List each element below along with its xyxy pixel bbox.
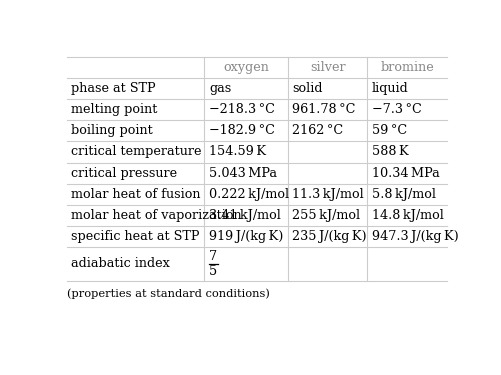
Text: 255 kJ/mol: 255 kJ/mol	[293, 209, 361, 222]
Text: 588 K: 588 K	[372, 146, 409, 159]
Text: boiling point: boiling point	[71, 124, 153, 137]
Text: molar heat of fusion: molar heat of fusion	[71, 188, 201, 201]
Text: 14.8 kJ/mol: 14.8 kJ/mol	[372, 209, 444, 222]
Text: (properties at standard conditions): (properties at standard conditions)	[67, 288, 270, 299]
Text: bromine: bromine	[380, 61, 434, 74]
Text: specific heat at STP: specific heat at STP	[71, 230, 200, 243]
Text: −182.9 °C: −182.9 °C	[209, 124, 275, 137]
Text: melting point: melting point	[71, 104, 157, 116]
Text: phase at STP: phase at STP	[71, 82, 156, 95]
Text: critical pressure: critical pressure	[71, 166, 177, 180]
Text: 59 °C: 59 °C	[372, 124, 407, 137]
Text: 5.043 MPa: 5.043 MPa	[209, 166, 277, 180]
Text: 2162 °C: 2162 °C	[293, 124, 344, 137]
Text: −218.3 °C: −218.3 °C	[209, 104, 275, 116]
Text: 235 J/(kg K): 235 J/(kg K)	[293, 230, 367, 243]
Text: liquid: liquid	[372, 82, 409, 95]
Text: solid: solid	[293, 82, 323, 95]
Text: 7: 7	[209, 250, 217, 263]
Text: gas: gas	[209, 82, 231, 95]
Text: 5.8 kJ/mol: 5.8 kJ/mol	[372, 188, 436, 201]
Text: 3.41 kJ/mol: 3.41 kJ/mol	[209, 209, 281, 222]
Text: 154.59 K: 154.59 K	[209, 146, 266, 159]
Text: 919 J/(kg K): 919 J/(kg K)	[209, 230, 284, 243]
Text: 10.34 MPa: 10.34 MPa	[372, 166, 440, 180]
Text: 11.3 kJ/mol: 11.3 kJ/mol	[293, 188, 364, 201]
Text: oxygen: oxygen	[223, 61, 269, 74]
Text: critical temperature: critical temperature	[71, 146, 202, 159]
Text: 961.78 °C: 961.78 °C	[293, 104, 356, 116]
Text: −7.3 °C: −7.3 °C	[372, 104, 422, 116]
Text: silver: silver	[310, 61, 345, 74]
Text: molar heat of vaporization: molar heat of vaporization	[71, 209, 242, 222]
Text: 0.222 kJ/mol: 0.222 kJ/mol	[209, 188, 289, 201]
Text: 947.3 J/(kg K): 947.3 J/(kg K)	[372, 230, 459, 243]
Text: adiabatic index: adiabatic index	[71, 257, 170, 270]
Text: 5: 5	[209, 265, 217, 278]
